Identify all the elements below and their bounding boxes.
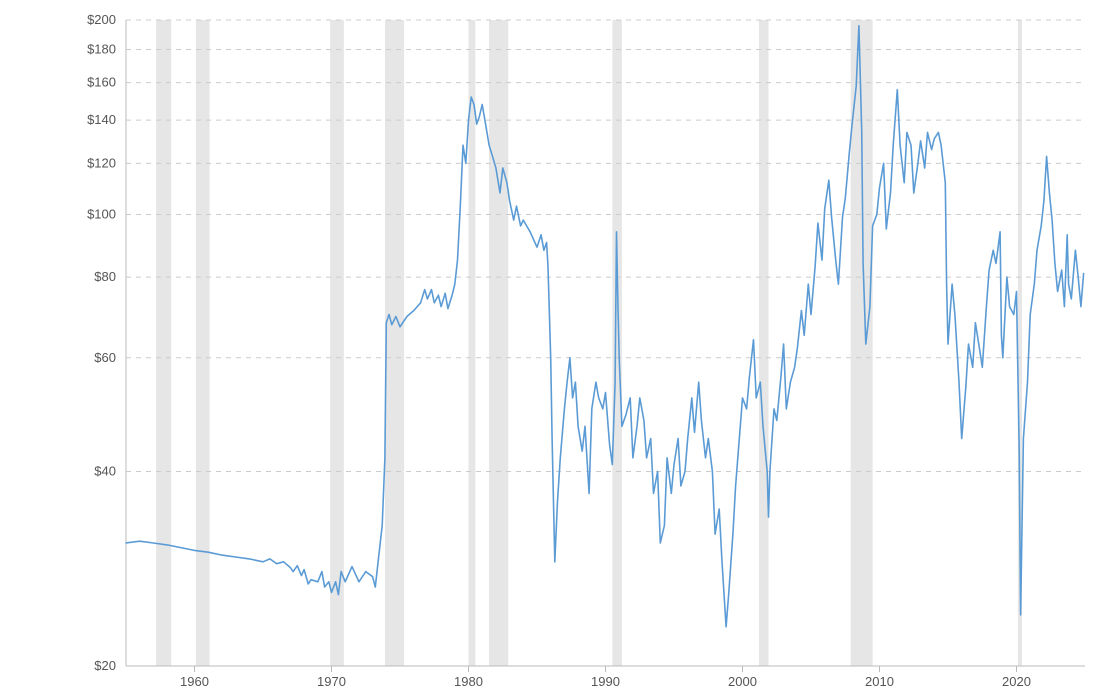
y-tick-label: $160 <box>87 75 116 90</box>
x-tick-label: 1980 <box>454 674 483 689</box>
x-tick-label: 2020 <box>1002 674 1031 689</box>
x-tick-label: 1970 <box>317 674 346 689</box>
recession-band <box>489 20 508 666</box>
chart-container: $20 $40 $60 $80 $100 $120 $140 $160 $180 $200 1960… <box>0 0 1101 694</box>
y-tick-label: $120 <box>87 155 116 170</box>
recession-band <box>759 20 769 666</box>
recession-band <box>330 20 344 666</box>
recession-band <box>196 20 210 666</box>
y-tick-label: $100 <box>87 206 116 221</box>
recession-band <box>156 20 171 666</box>
price-series[interactable] <box>126 26 1084 627</box>
y-tick-label: $60 <box>94 350 116 365</box>
price-history-chart[interactable]: $20 $40 $60 $80 $100 $120 $140 $160 $180 $200 1960… <box>0 0 1101 694</box>
y-tick-label: $140 <box>87 112 116 127</box>
y-tick-label: $20 <box>94 658 116 673</box>
y-tick-label: $80 <box>94 269 116 284</box>
y-tick-label: $180 <box>87 42 116 57</box>
x-tick-label: 1990 <box>591 674 620 689</box>
x-tick-label: 1960 <box>180 674 209 689</box>
x-tick-label: 2000 <box>728 674 757 689</box>
x-tick-label: 2010 <box>865 674 894 689</box>
recession-band <box>385 20 404 666</box>
y-tick-label: $200 <box>87 12 116 27</box>
y-tick-label: $40 <box>94 464 116 479</box>
recession-band <box>612 20 622 666</box>
